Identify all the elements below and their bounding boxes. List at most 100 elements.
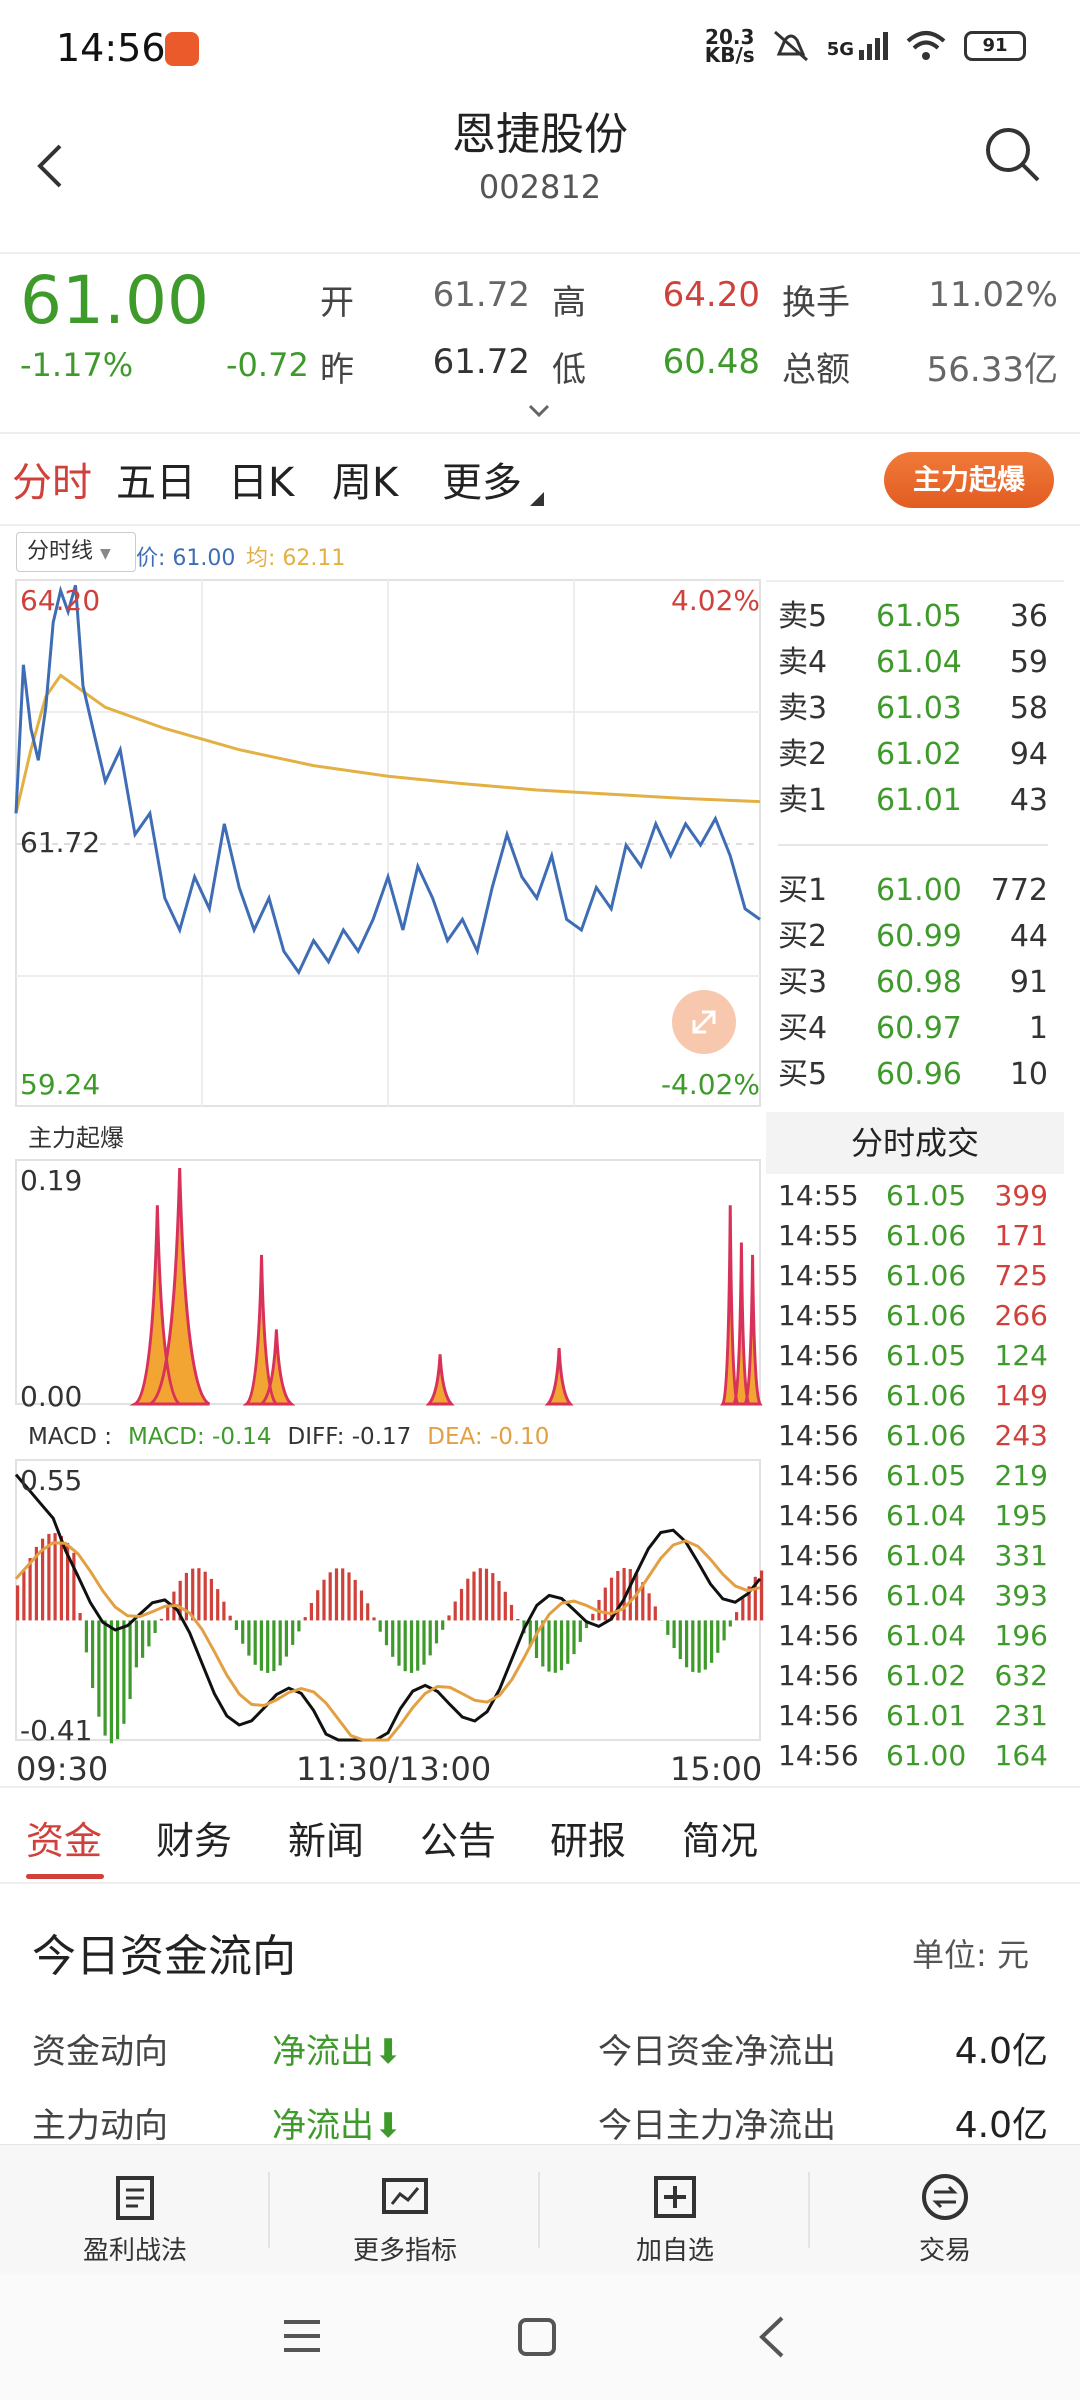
ask-name: 卖3: [778, 691, 828, 726]
chart-line-selector[interactable]: 分时线 ▼: [16, 532, 136, 572]
bid-price: 60.99: [876, 919, 962, 954]
time-mid-label: 11:30/13:00: [296, 1750, 492, 1788]
macd-bar: [97, 1620, 101, 1717]
tab-more[interactable]: 更多: [442, 460, 522, 506]
macd-bar: [203, 1571, 207, 1621]
macd-histogram: [16, 1533, 764, 1744]
back-button[interactable]: [22, 136, 82, 196]
more-indicators-button[interactable]: 更多指标: [270, 2170, 540, 2267]
tab-weekly-k[interactable]: 周K: [332, 460, 399, 506]
macd-bar: [184, 1572, 188, 1621]
macd-bar: [366, 1603, 370, 1621]
menu-icon[interactable]: [280, 2316, 324, 2356]
tab-profile[interactable]: 简况: [682, 1819, 759, 1863]
macd-bar: [47, 1533, 51, 1621]
macd-bar: [647, 1593, 651, 1621]
chart-icon: [382, 2178, 428, 2214]
divider: [0, 1882, 1080, 1884]
ask-volume: 43: [1009, 783, 1048, 818]
tab-news[interactable]: 新闻: [288, 1819, 365, 1863]
flow-direction: 净流出⬇: [272, 2024, 403, 2073]
macd-bar: [316, 1590, 320, 1621]
add-watchlist-button[interactable]: 加自选: [540, 2170, 810, 2267]
macd-bar: [447, 1615, 451, 1621]
macd-bar: [66, 1542, 70, 1621]
trade-volume: 219: [994, 1459, 1048, 1492]
macd-bar: [91, 1620, 95, 1688]
dea-value: DEA: -0.10: [427, 1424, 550, 1450]
trade-time: 14:55: [778, 1179, 859, 1212]
macd-bar: [747, 1586, 751, 1621]
ask-name: 卖2: [778, 737, 828, 772]
macd-bar: [234, 1620, 238, 1630]
legend-price: 价: 61.00: [136, 546, 236, 571]
tab-daily-k[interactable]: 日K: [228, 460, 295, 506]
turnover-label: 换手: [782, 283, 850, 323]
open-label: 开: [320, 283, 354, 323]
status-time: 14:56: [56, 26, 166, 70]
macd-bar: [278, 1620, 282, 1666]
macd-bar: [741, 1598, 745, 1621]
pct-max-label: 4.02%: [671, 584, 760, 617]
tab-finance[interactable]: 财务: [156, 1819, 233, 1863]
trade-volume: 725: [994, 1259, 1048, 1292]
high-value: 64.20: [662, 275, 760, 315]
trade-price: 61.06: [886, 1299, 967, 1332]
tab-intraday[interactable]: 分时: [12, 460, 92, 506]
bid-name: 买1: [778, 873, 828, 908]
macd-bar: [559, 1620, 564, 1671]
document-icon: [116, 2176, 154, 2220]
tab-five-day[interactable]: 五日: [116, 460, 196, 506]
ask-price: 61.01: [876, 783, 962, 818]
macd-bar: [328, 1572, 332, 1621]
trade-time: 14:56: [778, 1419, 859, 1452]
mute-icon: [773, 30, 808, 62]
macd-max-label: 0.55: [20, 1464, 83, 1497]
profit-strategy-button[interactable]: 盈利战法: [0, 2170, 270, 2267]
trade-time: 14:56: [778, 1699, 859, 1732]
intraday-chart[interactable]: [0, 572, 766, 1792]
macd-bar: [259, 1620, 263, 1671]
toolbar-separator: [808, 2172, 810, 2248]
macd-bar: [253, 1620, 257, 1665]
tab-fund[interactable]: 资金: [26, 1819, 103, 1863]
last-price: 61.00: [20, 262, 209, 339]
macd-bar: [666, 1620, 670, 1635]
battery-icon: 91: [964, 31, 1026, 61]
macd-bar: [347, 1572, 351, 1621]
flow-label-2: 今日资金净流出: [598, 2032, 836, 2072]
chevron-down-icon[interactable]: [526, 402, 552, 420]
tab-announcement[interactable]: 公告: [420, 1819, 497, 1863]
macd-bar: [578, 1620, 582, 1642]
back-nav-icon[interactable]: [752, 2314, 792, 2360]
trade-button[interactable]: 交易: [810, 2170, 1080, 2267]
divider: [0, 432, 1080, 434]
trades-header[interactable]: 分时成交: [766, 1112, 1064, 1174]
low-value: 60.48: [662, 342, 760, 382]
macd-bar: [197, 1568, 201, 1621]
change-percent: -1.17%: [20, 346, 134, 384]
amount-value: 56.33亿: [926, 350, 1058, 390]
stock-code: 002812: [478, 168, 602, 206]
trade-price: 61.05: [886, 1339, 967, 1372]
bid-volume: 772: [990, 873, 1048, 908]
macd-bar: [103, 1620, 107, 1736]
ask-volume: 58: [1009, 691, 1048, 726]
home-icon[interactable]: [516, 2316, 558, 2358]
indicator-panel-frame: [15, 1159, 761, 1405]
macd-bar: [147, 1620, 151, 1647]
macd-bar: [484, 1568, 489, 1621]
arrow-down-icon: ⬇: [374, 2106, 403, 2146]
price-max-label: 64.20: [20, 584, 101, 617]
ask-name: 卖1: [778, 783, 828, 818]
macd-bar: [603, 1587, 607, 1621]
zhuli-qibao-button[interactable]: 主力起爆: [884, 452, 1054, 508]
net-speed-value: 20.3: [705, 25, 755, 49]
ask-volume: 36: [1009, 599, 1048, 634]
tab-research[interactable]: 研报: [550, 1819, 627, 1863]
search-icon[interactable]: [980, 122, 1044, 186]
low-label: 低: [552, 350, 586, 390]
macd-bar: [178, 1580, 182, 1621]
macd-bar: [716, 1620, 720, 1653]
bid-volume: 10: [1009, 1057, 1048, 1092]
